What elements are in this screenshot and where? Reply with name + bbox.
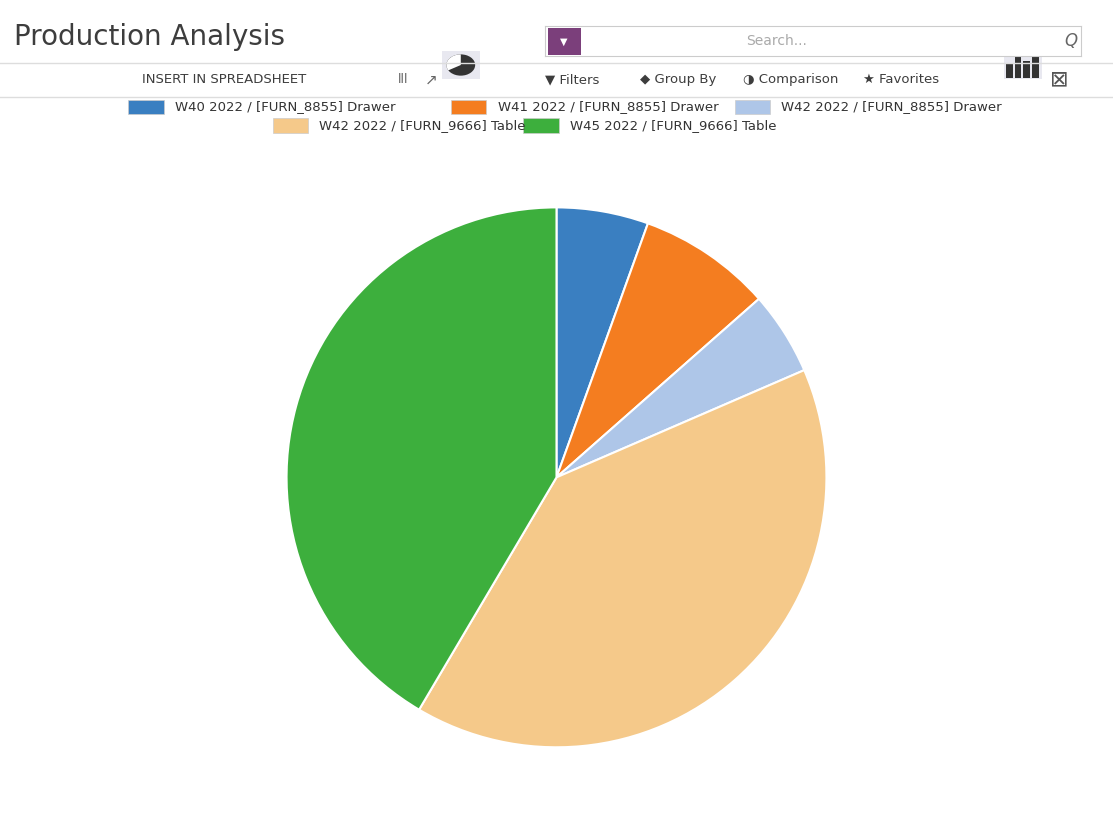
Text: W45 2022 / [FURN_9666] Table: W45 2022 / [FURN_9666] Table [570,119,777,132]
Wedge shape [286,207,556,709]
Wedge shape [446,54,475,76]
Wedge shape [556,299,805,477]
Text: Production Analysis: Production Analysis [14,23,285,51]
Bar [1015,57,1022,77]
Text: lll: lll [397,73,408,86]
Bar [1006,63,1013,77]
Text: MEASURES  ▾: MEASURES ▾ [21,57,118,70]
Text: ▼: ▼ [560,36,568,47]
Bar [1023,61,1030,77]
Text: ▼ Filters: ▼ Filters [545,73,600,86]
Text: Search...: Search... [746,34,807,49]
Text: ★ Favorites: ★ Favorites [863,73,938,86]
Text: INSERT IN SPREADSHEET: INSERT IN SPREADSHEET [142,73,307,86]
Text: W40 2022 / [FURN_8855] Drawer: W40 2022 / [FURN_8855] Drawer [175,100,395,114]
Text: W42 2022 / [FURN_8855] Drawer: W42 2022 / [FURN_8855] Drawer [781,100,1002,114]
Wedge shape [556,223,759,477]
Text: ↗: ↗ [424,72,437,87]
Text: ◑ Comparison: ◑ Comparison [743,73,839,86]
Text: End Date: 2022  ×: End Date: 2022 × [597,36,700,47]
Wedge shape [446,54,461,70]
Text: ◆ Group By: ◆ Group By [640,73,717,86]
Text: ⊠: ⊠ [1051,70,1068,90]
Text: W42 2022 / [FURN_9666] Table: W42 2022 / [FURN_9666] Table [319,119,526,132]
Text: Q: Q [1064,32,1077,50]
Wedge shape [556,207,648,477]
Wedge shape [420,370,827,747]
Bar [548,28,581,55]
Text: W41 2022 / [FURN_8855] Drawer: W41 2022 / [FURN_8855] Drawer [498,100,718,114]
Bar [1032,53,1038,77]
